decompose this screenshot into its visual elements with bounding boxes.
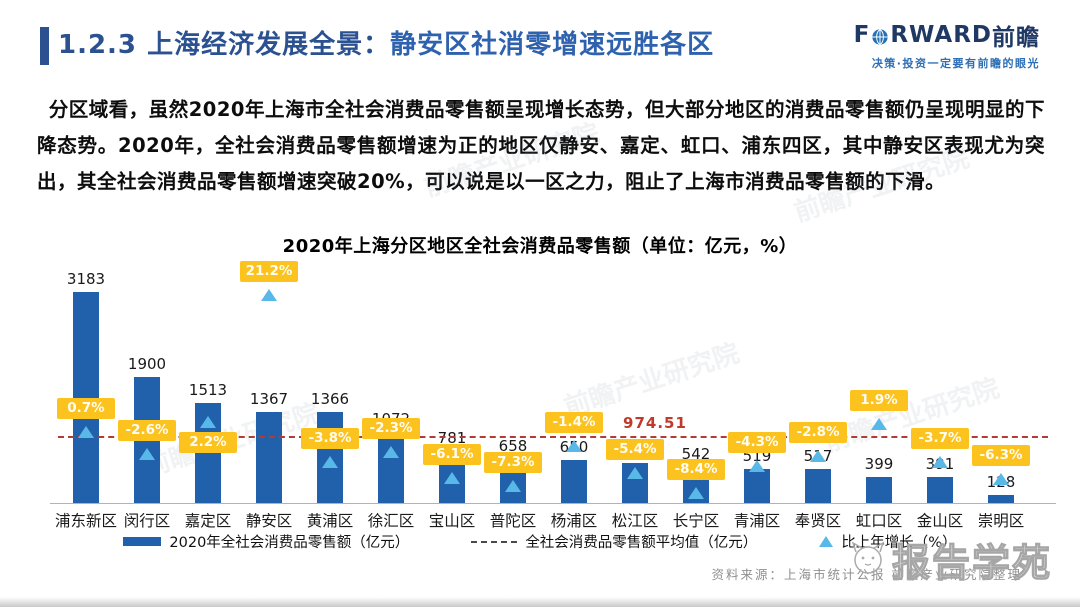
x-axis-label: 闵行区 bbox=[123, 512, 171, 530]
x-axis-label: 浦东新区 bbox=[54, 512, 117, 530]
x-axis-label: 奉贤区 bbox=[794, 512, 842, 530]
x-axis-label: 青浦区 bbox=[733, 512, 781, 530]
x-axis-label: 松江区 bbox=[611, 512, 659, 530]
growth-rate-label: -8.4% bbox=[667, 459, 725, 480]
growth-rate-label: 0.7% bbox=[57, 398, 115, 419]
growth-triangle-icon bbox=[444, 472, 460, 484]
title-accent-bar bbox=[40, 27, 49, 65]
bottom-edge-strip bbox=[0, 597, 1080, 607]
legend-dashed-line-swatch bbox=[471, 540, 518, 543]
growth-triangle-icon bbox=[871, 418, 887, 430]
summary-paragraph: 分区域看，虽然2020年上海市全社会消费品零售额呈现增长态势，但大部分地区的消费… bbox=[37, 98, 1045, 193]
growth-rate-label: 2.2% bbox=[179, 432, 237, 453]
growth-rate-label: -2.6% bbox=[118, 420, 176, 441]
growth-triangle-icon bbox=[932, 456, 948, 468]
legend-triangle-icon bbox=[819, 536, 834, 547]
x-axis-label: 长宁区 bbox=[672, 512, 720, 530]
growth-rate-label: -7.3% bbox=[484, 452, 542, 473]
x-axis-label: 黄浦区 bbox=[306, 512, 354, 530]
bar-value-label: 542 bbox=[681, 445, 711, 463]
growth-triangle-icon bbox=[688, 487, 704, 499]
growth-triangle-icon bbox=[200, 416, 216, 428]
x-axis-label: 普陀区 bbox=[489, 512, 537, 530]
x-axis-label: 虹口区 bbox=[855, 512, 903, 530]
growth-rate-label: -5.4% bbox=[606, 439, 664, 460]
brand-watermark: 报告学苑 bbox=[848, 532, 1052, 587]
growth-triangle-icon bbox=[78, 426, 94, 438]
x-axis-label: 徐汇区 bbox=[367, 512, 415, 530]
growth-triangle-icon bbox=[261, 289, 277, 301]
x-axis-label: 宝山区 bbox=[428, 512, 476, 530]
growth-triangle-icon bbox=[322, 456, 338, 468]
bar-value-label: 399 bbox=[864, 455, 894, 473]
forward-logo-wordmark: F RWARD 前瞻 bbox=[854, 18, 1040, 52]
growth-rate-label: -2.3% bbox=[362, 418, 420, 439]
logo-tagline: 决策·投资一定要有前瞻的眼光 bbox=[871, 57, 1040, 70]
bar-value-label: 1366 bbox=[310, 390, 350, 408]
bar-value-label: 1367 bbox=[249, 390, 289, 408]
x-axis-line bbox=[50, 503, 1056, 504]
growth-triangle-icon bbox=[505, 480, 521, 492]
logo-letter-f: F bbox=[853, 22, 871, 48]
bar-静安区 bbox=[256, 412, 282, 503]
growth-triangle-icon bbox=[993, 473, 1009, 485]
bar-浦东新区 bbox=[73, 292, 99, 503]
average-dashed-line bbox=[58, 436, 1048, 438]
growth-triangle-icon bbox=[139, 448, 155, 460]
x-axis-label: 嘉定区 bbox=[184, 512, 232, 530]
page-title: 1.2.3 上海经济发展全景：静安区社消零增速远胜各区 bbox=[58, 24, 714, 61]
page-title-prefix: 1.2.3 上海经济发展全景： bbox=[58, 30, 391, 60]
x-axis-label: 金山区 bbox=[916, 512, 964, 530]
growth-rate-label: 21.2% bbox=[240, 261, 298, 282]
growth-triangle-icon bbox=[566, 440, 582, 452]
logo-cn-name: 前瞻 bbox=[992, 25, 1040, 51]
bar-奉贤区 bbox=[805, 469, 831, 503]
bar-value-label: 3183 bbox=[66, 270, 106, 288]
growth-rate-label: -3.8% bbox=[301, 428, 359, 449]
bar-徐汇区 bbox=[378, 432, 404, 503]
chart-title: 2020年上海分区地区全社会消费品零售额（单位：亿元，%） bbox=[282, 236, 798, 257]
growth-triangle-icon bbox=[749, 460, 765, 472]
bar-青浦区 bbox=[744, 469, 770, 503]
growth-rate-label: -1.4% bbox=[545, 412, 603, 433]
growth-rate-label: -4.3% bbox=[728, 432, 786, 453]
x-axis-label: 杨浦区 bbox=[550, 512, 598, 530]
growth-rate-label: 1.9% bbox=[850, 390, 908, 411]
x-axis-label: 崇明区 bbox=[977, 512, 1025, 530]
legend-bar-swatch bbox=[123, 537, 162, 546]
forward-logo: F RWARD 前瞻 决策·投资一定要有前瞻的眼光 bbox=[854, 18, 1040, 71]
x-axis-label: 静安区 bbox=[245, 512, 293, 530]
chart-legend: 2020年全社会消费品零售额（亿元） 全社会消费品零售额平均值（亿元） 比上年增… bbox=[0, 531, 1080, 552]
growth-triangle-icon bbox=[810, 450, 826, 462]
legend-label: 全社会消费品零售额平均值（亿元） bbox=[525, 535, 758, 551]
growth-rate-label: -3.7% bbox=[911, 428, 969, 449]
bar-value-label: 1513 bbox=[188, 381, 228, 399]
bar-value-label: 781 bbox=[437, 429, 467, 447]
data-source-note: 资料来源：上海市统计公报 前瞻产业研究院整理 bbox=[711, 567, 1022, 582]
legend-item-average: 全社会消费品零售额平均值（亿元） bbox=[471, 531, 757, 552]
bar-金山区 bbox=[927, 477, 953, 503]
legend-label: 2020年全社会消费品零售额（亿元） bbox=[169, 535, 410, 551]
growth-rate-label: -6.3% bbox=[972, 445, 1030, 466]
logo-letters-rward: RWARD bbox=[890, 22, 992, 48]
bar-崇明区 bbox=[988, 495, 1014, 503]
header: 1.2.3 上海经济发展全景：静安区社消零增速远胜各区 F RWARD 前瞻 决… bbox=[40, 22, 1040, 72]
growth-rate-label: -6.1% bbox=[423, 444, 481, 465]
cat-mascot-icon bbox=[848, 540, 888, 580]
growth-triangle-icon bbox=[627, 467, 643, 479]
chart-plot: 974.51 2020年全社会消费品零售额（亿元） 全社会消费品零售额平均值（亿… bbox=[0, 255, 1080, 555]
globe-icon bbox=[871, 26, 889, 46]
bar-value-label: 1900 bbox=[127, 355, 167, 373]
brand-watermark-text: 报告学苑 bbox=[891, 540, 1052, 585]
legend-item-bars: 2020年全社会消费品零售额（亿元） bbox=[123, 531, 409, 552]
page-title-highlight: 静安区社消零增速远胜各区 bbox=[390, 30, 715, 60]
average-value-label: 974.51 bbox=[623, 414, 687, 432]
bar-虹口区 bbox=[866, 477, 892, 503]
bar-value-label: 658 bbox=[498, 437, 528, 455]
growth-triangle-icon bbox=[383, 446, 399, 458]
bar-杨浦区 bbox=[561, 460, 587, 503]
growth-rate-label: -2.8% bbox=[789, 422, 847, 443]
